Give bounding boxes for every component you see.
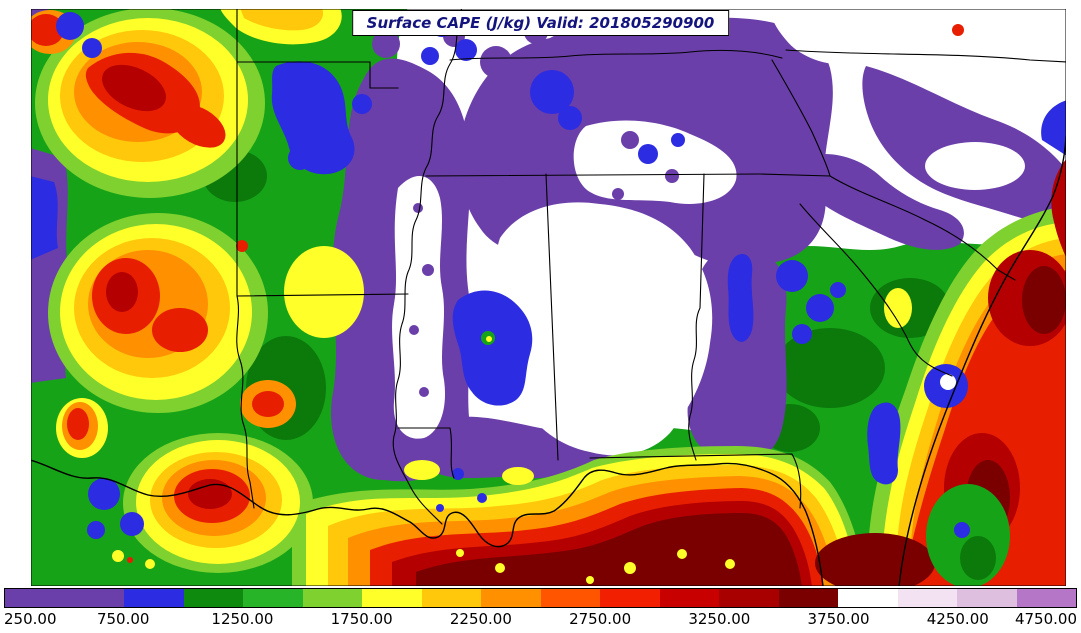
colorbar-segment	[421, 589, 481, 607]
cape-shading-white	[392, 9, 1066, 456]
colorbar-segment	[302, 589, 362, 607]
coastline	[31, 135, 1066, 586]
colorbar	[4, 588, 1077, 608]
colorbar-tick-label: 3750.00	[807, 610, 870, 628]
cape-shading-blue	[31, 11, 1066, 539]
map-title-text: Surface CAPE (J/kg) Valid: 201805290900	[366, 14, 715, 32]
colorbar-segment	[481, 589, 541, 607]
colorbar-segment	[957, 589, 1017, 607]
colorbar-segment	[778, 589, 838, 607]
colorbar-tick-label: 4750.00	[1014, 610, 1077, 628]
colorbar-segment	[719, 589, 779, 607]
colorbar-segment	[1016, 589, 1076, 607]
map-title: Surface CAPE (J/kg) Valid: 201805290900	[351, 10, 730, 36]
colorbar-tick-label: 1250.00	[211, 610, 274, 628]
colorbar-tick-label: 1750.00	[330, 610, 393, 628]
cape-map-svg	[31, 9, 1066, 586]
cape-shading-specks	[127, 131, 956, 563]
colorbar-tick-label: 2250.00	[449, 610, 512, 628]
colorbar-segment	[838, 589, 898, 607]
colorbar-segment	[5, 589, 65, 607]
colorbar-segment	[540, 589, 600, 607]
colorbar-tick-label: 4250.00	[926, 610, 989, 628]
cape-map	[30, 8, 1067, 587]
colorbar-segment	[124, 589, 184, 607]
colorbar-ticks: 250.00 750.00 1250.00 1750.00 2250.00 2750.00…	[4, 610, 1077, 630]
colorbar-segment	[897, 589, 957, 607]
colorbar-tick-label: 2750.00	[569, 610, 632, 628]
colorbar-tick-label: 750.00	[96, 610, 150, 628]
colorbar-tick-label: 250.00	[4, 610, 57, 628]
colorbar-tick-label: 3250.00	[688, 610, 751, 628]
colorbar-segment	[659, 589, 719, 607]
colorbar-segment	[183, 589, 243, 607]
colorbar-segment	[64, 589, 124, 607]
colorbar-segment	[362, 589, 422, 607]
cape-shading-warm	[31, 9, 1066, 586]
colorbar-segment	[243, 589, 303, 607]
colorbar-segment	[600, 589, 660, 607]
